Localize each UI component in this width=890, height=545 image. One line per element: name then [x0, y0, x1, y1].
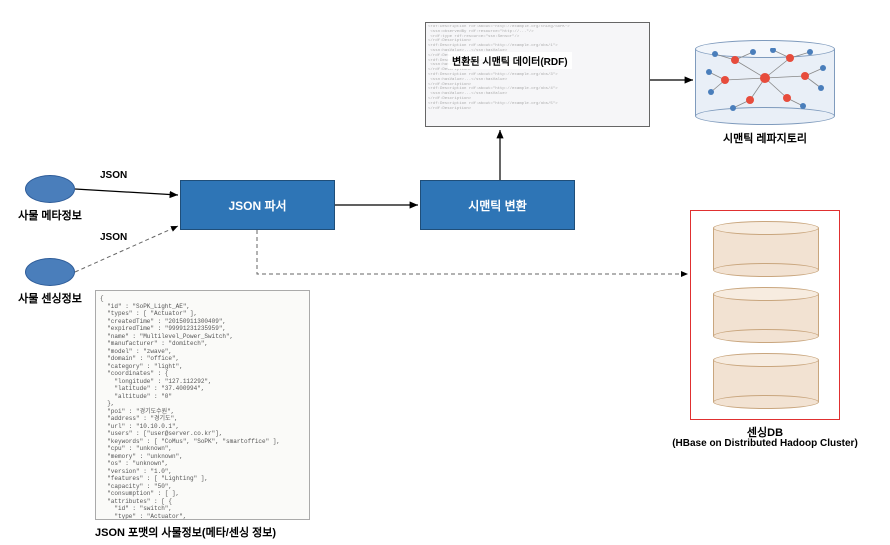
sensing-db-subtitle: (HBase on Distributed Hadoop Cluster)	[620, 438, 890, 449]
semantic-repo-cylinder	[695, 40, 835, 125]
meta-json-label: JSON	[100, 170, 127, 181]
semantic-transform-box: 시맨틱 변환	[420, 180, 575, 230]
rdf-box-title: 변환된 시맨틱 데이터(RDF)	[448, 52, 572, 69]
json-parser-label: JSON 파서	[228, 197, 286, 214]
meta-source-label: 사물 메타정보	[0, 207, 100, 223]
sensing-json-label: JSON	[100, 232, 127, 243]
sensing-source-node	[25, 258, 75, 286]
json-sample-caption: JSON 포맷의 사물정보(메타/센싱 정보)	[95, 524, 355, 540]
meta-source-node	[25, 175, 75, 203]
rdf-graph-icon	[695, 48, 835, 118]
sensing-db-group	[690, 210, 840, 420]
semantic-transform-label: 시맨틱 변환	[468, 197, 527, 214]
sensing-source-label: 사물 센싱정보	[0, 290, 100, 306]
semantic-repo-label: 시맨틱 레파지토리	[695, 130, 835, 146]
rdf-output-box: <rdf:Description rdf:about="http://examp…	[425, 22, 650, 127]
json-parser-box: JSON 파서	[180, 180, 335, 230]
json-sample-box: { "id" : "SoPK_Light_AE", "types" : [ "A…	[95, 290, 310, 520]
